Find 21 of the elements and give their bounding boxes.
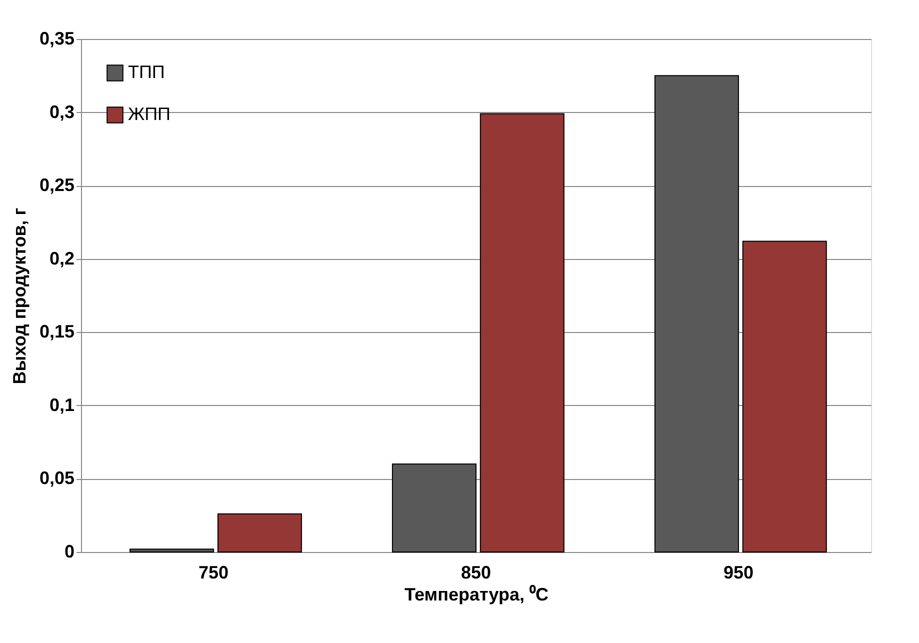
y-tick-label: 0,25 [39, 175, 74, 196]
legend-label: ТПП [128, 62, 165, 82]
y-tick-label: 0,35 [39, 28, 74, 48]
bar [392, 464, 476, 552]
bar [130, 548, 214, 552]
bar [654, 75, 739, 552]
x-tick-label: 950 [723, 562, 754, 582]
y-tick-label: 0 [64, 542, 74, 562]
y-tick-label: 0,1 [49, 394, 74, 415]
legend-label: ЖПП [128, 104, 170, 124]
bar [742, 240, 827, 552]
x-axis-title: Температура, ⁰C [404, 584, 549, 604]
y-tick-label: 0,15 [39, 322, 74, 342]
bar [217, 513, 302, 552]
y-tick-label: 0,3 [49, 102, 74, 122]
bar [480, 113, 564, 552]
y-axis-title: Выход продуктов, г [9, 207, 30, 384]
y-tick-label: 0,2 [49, 248, 74, 268]
x-tick-label: 850 [460, 562, 492, 582]
y-tick-label: 0,05 [39, 468, 74, 488]
x-tick-label: 750 [198, 562, 229, 582]
